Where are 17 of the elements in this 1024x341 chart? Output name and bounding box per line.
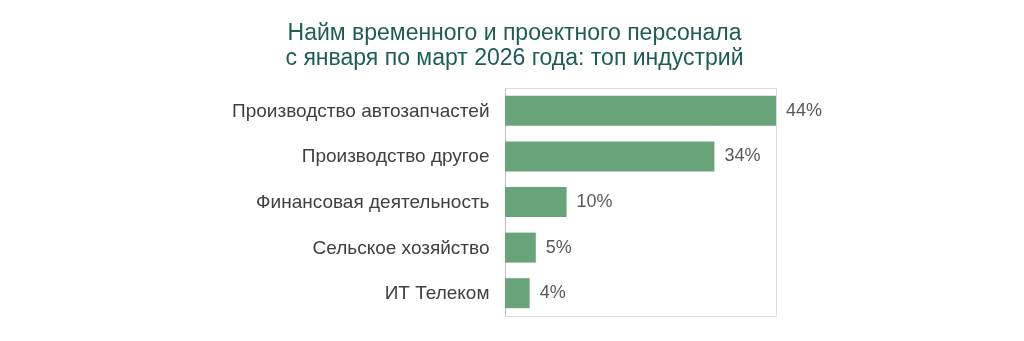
text: Найм временного и проектного персонала [287, 19, 742, 45]
y-tick-label: Производство автозапчастей [232, 99, 490, 121]
bar [505, 95, 776, 126]
data-label: 4% [539, 282, 566, 303]
data-label: 34% [724, 145, 761, 166]
bar [505, 232, 536, 263]
y-tick-label: Производство другое [301, 145, 490, 167]
bar [505, 187, 567, 217]
y-tick-label: Сельское хозяйство [312, 236, 490, 258]
bar [505, 141, 715, 172]
y-tick-label: Финансовая деятельность [256, 191, 490, 212]
text: с января по март 2026 года: топ индустрий [285, 44, 744, 70]
data-label: 5% [545, 236, 572, 257]
y-tick-label: ИТ Телеком [384, 282, 490, 304]
data-label: 10% [576, 191, 613, 211]
bar [505, 278, 530, 309]
data-label: 44% [786, 99, 823, 120]
